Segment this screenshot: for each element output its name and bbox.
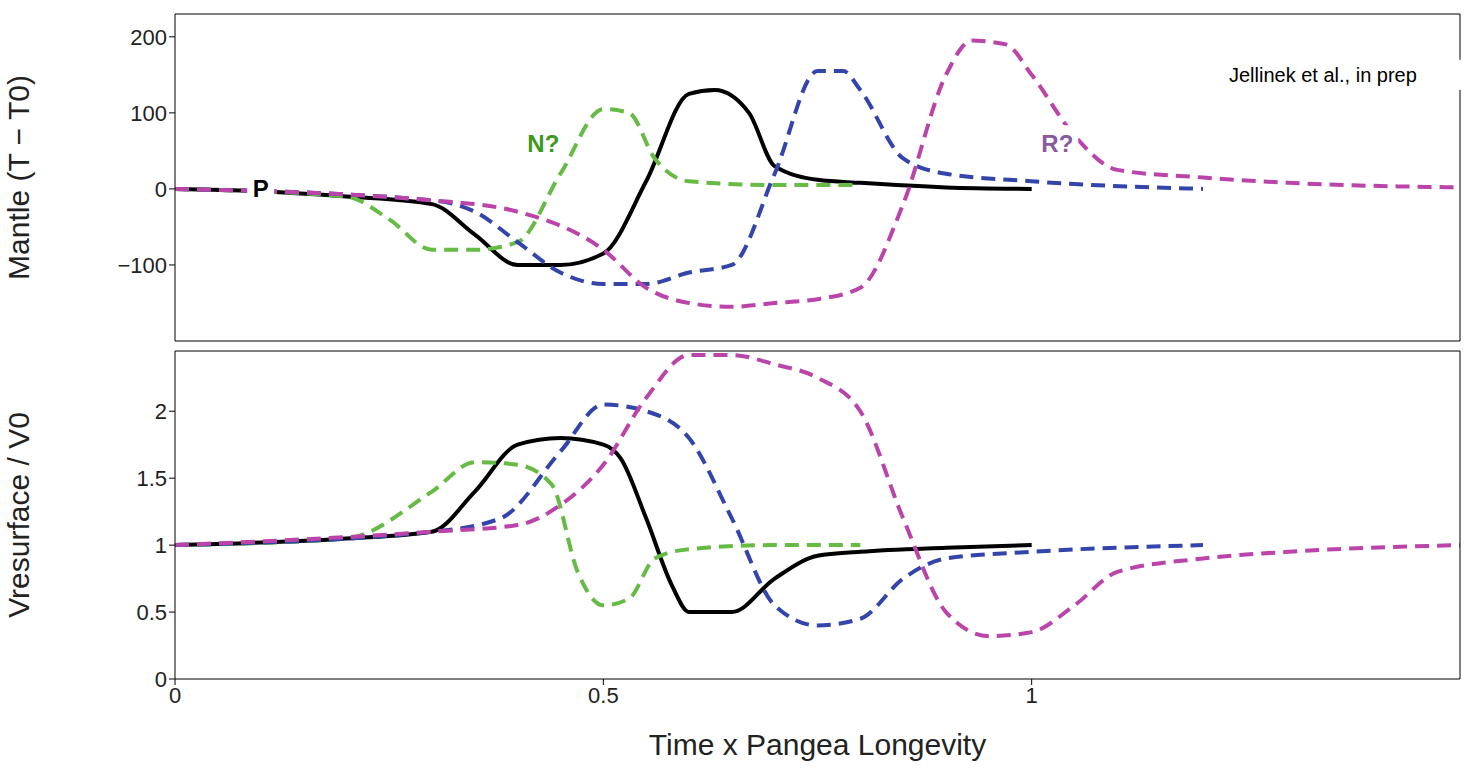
svg-text:0: 0 xyxy=(155,177,167,202)
svg-text:0.5: 0.5 xyxy=(136,600,167,625)
svg-text:1: 1 xyxy=(1026,683,1038,708)
svg-text:N?: N? xyxy=(527,130,559,157)
svg-text:R?: R? xyxy=(1041,130,1073,157)
svg-text:Time x Pangea Longevity: Time x Pangea Longevity xyxy=(649,728,986,761)
svg-text:Vresurface / V0: Vresurface / V0 xyxy=(2,412,35,618)
svg-text:200: 200 xyxy=(130,25,167,50)
svg-text:2: 2 xyxy=(155,399,167,424)
svg-text:0.5: 0.5 xyxy=(588,683,619,708)
svg-text:0: 0 xyxy=(155,667,167,692)
svg-text:1.5: 1.5 xyxy=(136,466,167,491)
svg-text:100: 100 xyxy=(130,101,167,126)
svg-text:P: P xyxy=(253,175,269,202)
svg-text:Jellinek et al., in prep: Jellinek et al., in prep xyxy=(1229,64,1417,86)
svg-text:−100: −100 xyxy=(117,253,167,278)
svg-text:Mantle (T − T0): Mantle (T − T0) xyxy=(2,75,35,280)
svg-text:0: 0 xyxy=(169,683,181,708)
svg-text:1: 1 xyxy=(155,533,167,558)
